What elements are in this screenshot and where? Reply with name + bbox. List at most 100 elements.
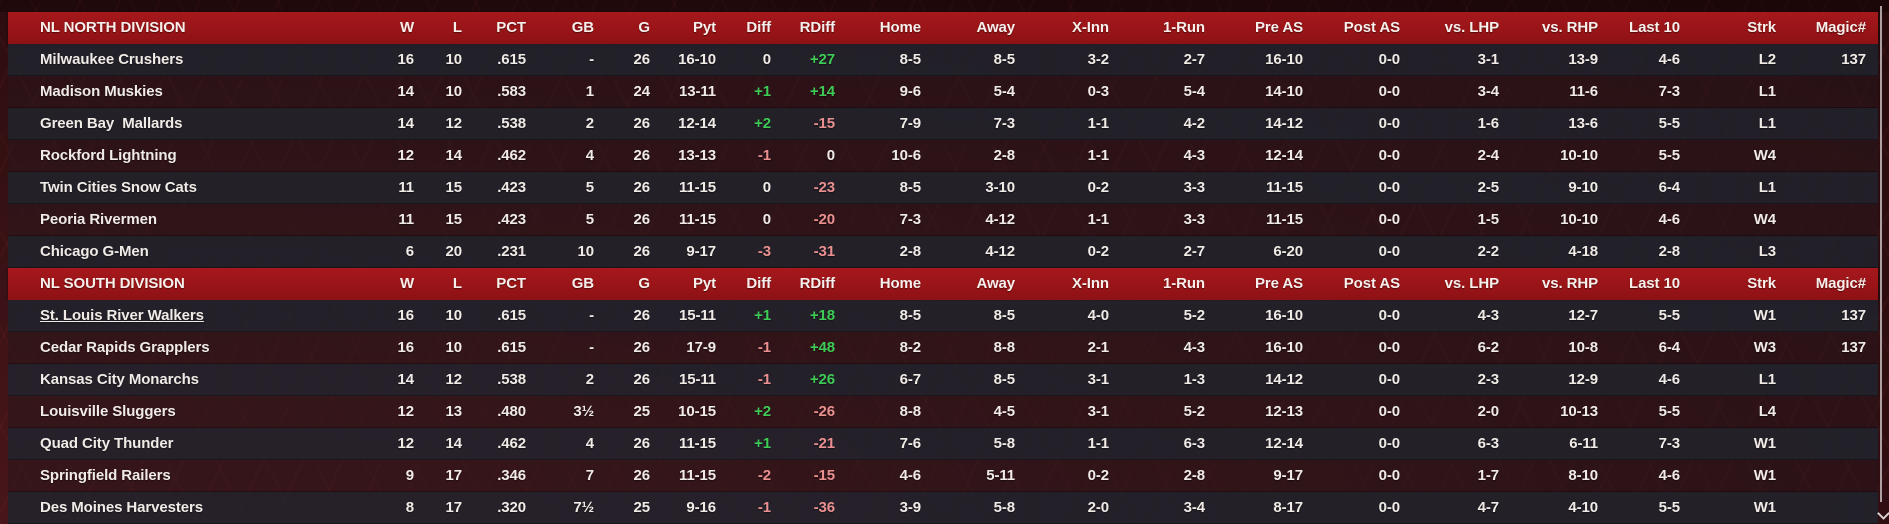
stat-pct: .538 [497, 371, 526, 388]
team-row[interactable]: Louisville Sluggers 12 13 .480 3½ 25 10-15 +2 -… [8, 396, 1878, 428]
col-header-strk[interactable]: Strk [1747, 275, 1776, 292]
col-header-rdiff[interactable]: RDiff [799, 275, 835, 292]
stat-vslhp: 2-2 [1477, 243, 1499, 260]
col-header-magic[interactable]: Magic# [1815, 275, 1866, 292]
col-header-strk[interactable]: Strk [1747, 19, 1776, 36]
team-name-link[interactable]: Rockford Lightning [40, 147, 177, 164]
team-name-link[interactable]: Madison Muskies [40, 83, 163, 100]
col-header-home[interactable]: Home [879, 275, 921, 292]
col-header-rdiff[interactable]: RDiff [799, 19, 835, 36]
team-name-link[interactable]: Green Bay Mallards [40, 115, 183, 132]
team-name-link[interactable]: Springfield Railers [40, 467, 171, 484]
team-row[interactable]: Peoria Rivermen 11 15 .423 5 26 11-15 0 -20 7-3 4… [8, 204, 1878, 236]
col-header-gb[interactable]: GB [571, 275, 594, 292]
col-header-home[interactable]: Home [879, 19, 921, 36]
stat-pyt: 11-15 [678, 179, 716, 196]
col-header-pct[interactable]: PCT [496, 275, 526, 292]
team-row[interactable]: Cedar Rapids Grapplers 16 10 .615 - 26 17-9 -1… [8, 332, 1878, 364]
stat-rdiff: -31 [813, 243, 835, 260]
team-name-link[interactable]: Milwaukee Crushers [40, 51, 184, 68]
col-header-postas[interactable]: Post AS [1343, 275, 1400, 292]
stat-magic [1788, 460, 1878, 491]
team-name-cell: Rockford Lightning [8, 140, 378, 171]
stat-magic [1788, 396, 1878, 427]
team-name-link[interactable]: Des Moines Harvesters [40, 499, 203, 516]
stat-away: 2-8 [993, 147, 1015, 164]
stat-g: 26 [633, 339, 651, 356]
vertical-scrollbar[interactable] [1877, 0, 1889, 524]
col-header-vslhp[interactable]: vs. LHP [1444, 19, 1499, 36]
team-row[interactable]: Twin Cities Snow Cats 11 15.423 5 26 11-15 0-… [8, 172, 1878, 204]
col-header-pyt[interactable]: Pyt [692, 19, 716, 36]
stat-onerun: 3-4 [1183, 499, 1205, 516]
col-header-vsrhp[interactable]: vs. RHP [1542, 275, 1598, 292]
team-name-link[interactable]: Peoria Rivermen [40, 211, 157, 228]
stat-away: 8-5 [993, 371, 1015, 388]
team-name-link[interactable]: Kansas City Monarchs [40, 371, 199, 388]
col-header-away[interactable]: Away [976, 19, 1015, 36]
col-header-g[interactable]: G [638, 275, 650, 292]
stat-gb: 3½ [573, 403, 594, 420]
col-header-last10[interactable]: Last 10 [1629, 275, 1680, 292]
stat-preas: 16-10 [1265, 339, 1303, 356]
col-header-gb[interactable]: GB [571, 19, 594, 36]
col-header-vslhp[interactable]: vs. LHP [1444, 275, 1499, 292]
stat-l: 15 [445, 211, 463, 228]
col-header-xinn[interactable]: X-Inn [1072, 275, 1109, 292]
col-header-g[interactable]: G [638, 19, 650, 36]
stat-pct: .423 [497, 179, 526, 196]
stat-gb: 2 [585, 371, 594, 388]
col-header-onerun[interactable]: 1-Run [1163, 275, 1205, 292]
team-name-link[interactable]: St. Louis River Walkers [40, 307, 204, 324]
team-row[interactable]: Madison Muskies 14 10 .583 1 24 13-11 +1 +14 9-6… [8, 76, 1878, 108]
col-header-onerun[interactable]: 1-Run [1163, 19, 1205, 36]
col-header-last10[interactable]: Last 10 [1629, 19, 1680, 36]
col-header-pct[interactable]: PCT [496, 19, 526, 36]
col-header-w[interactable]: W [399, 19, 414, 36]
team-row[interactable]: Quad City Thunder 12 14 .462 4 26 11-15 +1 -21 7… [8, 428, 1878, 460]
stat-preas: 11-15 [1265, 179, 1303, 196]
col-header-preas[interactable]: Pre AS [1254, 19, 1303, 36]
team-name-link[interactable]: Louisville Sluggers [40, 403, 176, 420]
stat-home: 7-6 [899, 435, 921, 452]
col-header-pyt[interactable]: Pyt [692, 275, 716, 292]
col-header-l[interactable]: L [452, 275, 462, 292]
col-header-diff[interactable]: Diff [746, 275, 771, 292]
team-name-link[interactable]: Chicago G-Men [40, 243, 149, 260]
team-row[interactable]: St. Louis River Walkers 16 10 .615 - 26 15-11… [8, 300, 1878, 332]
stat-vsrhp: 13-9 [1568, 51, 1598, 68]
stat-away: 7-3 [993, 115, 1015, 132]
col-header-vsrhp[interactable]: vs. RHP [1542, 19, 1598, 36]
stat-preas: 6-20 [1273, 243, 1303, 260]
team-name-link[interactable]: Quad City Thunder [40, 435, 174, 452]
team-row[interactable]: Kansas City Monarchs 14 12 .538 2 26 15-11 -1 +… [8, 364, 1878, 396]
stat-last10: 5-5 [1658, 115, 1680, 132]
team-row[interactable]: Springfield Railers 9 17 .346 7 26 11-15 -2 -15… [8, 460, 1878, 492]
team-row[interactable]: Green Bay Mallards 14 12 .538 2 26 12-14 +2 -15… [8, 108, 1878, 140]
stat-g: 26 [633, 179, 651, 196]
scroll-down-arrow-icon[interactable] [1877, 507, 1889, 520]
team-row[interactable]: Chicago G-Men 6 20 .231 10 26 9-17 -3 -31 2-8 4-1… [8, 236, 1878, 268]
stat-w: 14 [397, 371, 415, 388]
col-header-postas[interactable]: Post AS [1343, 19, 1400, 36]
col-header-xinn[interactable]: X-Inn [1072, 19, 1109, 36]
col-header-preas[interactable]: Pre AS [1254, 275, 1303, 292]
team-row[interactable]: Des Moines Harvesters 8 17 .320 7½ 25 9-16 -1 -… [8, 492, 1878, 524]
team-name-link[interactable]: Twin Cities Snow Cats [40, 179, 197, 196]
col-header-l[interactable]: L [452, 19, 462, 36]
team-row[interactable]: Rockford Lightning 12 14 .462 4 26 13-13 -1 0 10… [8, 140, 1878, 172]
stat-onerun: 1-3 [1183, 371, 1205, 388]
col-header-away[interactable]: Away [976, 275, 1015, 292]
stat-home: 8-5 [899, 307, 921, 324]
col-header-magic[interactable]: Magic# [1815, 19, 1866, 36]
stat-w: 12 [397, 147, 415, 164]
team-name-link[interactable]: Cedar Rapids Grapplers [40, 339, 210, 356]
stat-l: 20 [445, 243, 463, 260]
stat-onerun: 4-3 [1183, 147, 1205, 164]
team-row[interactable]: Milwaukee Crushers 16 10 .615 - 26 16-10 0 +27 8… [8, 44, 1878, 76]
col-header-diff[interactable]: Diff [746, 19, 771, 36]
scrollbar-thumb[interactable] [1880, 6, 1882, 502]
stat-xinn: 3-2 [1087, 51, 1109, 68]
stat-pyt: 9-16 [686, 499, 716, 516]
col-header-w[interactable]: W [399, 275, 414, 292]
